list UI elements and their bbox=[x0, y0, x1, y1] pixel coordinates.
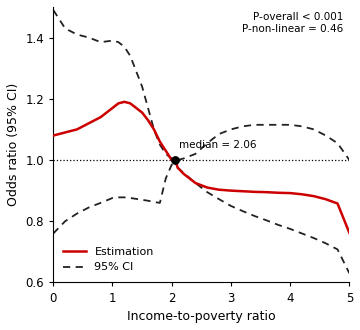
95% CI bbox=[312, 127, 316, 131]
Estimation bbox=[116, 101, 121, 105]
95% CI bbox=[193, 152, 198, 156]
Estimation bbox=[205, 185, 210, 189]
95% CI bbox=[181, 156, 186, 160]
Estimation bbox=[324, 197, 328, 201]
95% CI bbox=[300, 124, 304, 128]
Estimation bbox=[122, 100, 126, 104]
Estimation bbox=[193, 181, 198, 185]
95% CI bbox=[252, 123, 257, 127]
Estimation bbox=[63, 130, 67, 134]
Estimation bbox=[312, 194, 316, 198]
95% CI bbox=[75, 33, 79, 37]
Estimation bbox=[75, 127, 79, 131]
Estimation bbox=[181, 172, 186, 176]
Estimation bbox=[170, 158, 174, 162]
Estimation bbox=[128, 101, 132, 105]
Estimation bbox=[240, 189, 245, 193]
95% CI bbox=[128, 54, 132, 58]
Estimation bbox=[146, 118, 150, 122]
95% CI bbox=[175, 158, 180, 162]
95% CI bbox=[217, 132, 221, 136]
Estimation bbox=[300, 192, 304, 196]
Legend: Estimation, 95% CI: Estimation, 95% CI bbox=[59, 243, 158, 277]
Line: 95% CI: 95% CI bbox=[53, 10, 349, 160]
95% CI bbox=[87, 36, 91, 40]
95% CI bbox=[347, 158, 351, 162]
95% CI bbox=[324, 134, 328, 138]
95% CI bbox=[122, 45, 126, 49]
95% CI bbox=[205, 141, 210, 145]
Estimation bbox=[173, 158, 177, 162]
Estimation bbox=[276, 191, 280, 195]
Estimation bbox=[336, 202, 340, 206]
95% CI bbox=[110, 39, 114, 43]
Estimation bbox=[134, 106, 138, 110]
95% CI bbox=[158, 143, 162, 147]
Estimation bbox=[140, 111, 144, 115]
Text: median = 2.06: median = 2.06 bbox=[179, 140, 257, 150]
95% CI bbox=[288, 123, 292, 127]
95% CI bbox=[152, 127, 156, 131]
95% CI bbox=[229, 127, 233, 131]
95% CI bbox=[140, 84, 144, 88]
Estimation bbox=[264, 190, 269, 194]
95% CI bbox=[134, 69, 138, 73]
95% CI bbox=[51, 8, 55, 12]
Estimation bbox=[288, 191, 292, 195]
Estimation bbox=[158, 140, 162, 144]
Estimation bbox=[229, 189, 233, 193]
95% CI bbox=[99, 40, 103, 44]
Estimation bbox=[252, 190, 257, 194]
Estimation bbox=[110, 106, 114, 110]
Line: Estimation: Estimation bbox=[53, 102, 349, 233]
Point bbox=[172, 157, 178, 163]
95% CI bbox=[276, 123, 280, 127]
95% CI bbox=[240, 124, 245, 128]
Estimation bbox=[152, 127, 156, 131]
95% CI bbox=[264, 123, 269, 127]
Estimation bbox=[175, 166, 180, 170]
Text: P-overall < 0.001
P-non-linear = 0.46: P-overall < 0.001 P-non-linear = 0.46 bbox=[242, 13, 343, 34]
95% CI bbox=[164, 152, 168, 156]
95% CI bbox=[116, 40, 121, 44]
95% CI bbox=[146, 106, 150, 110]
95% CI bbox=[170, 156, 174, 160]
Estimation bbox=[87, 121, 91, 125]
Estimation bbox=[347, 231, 351, 235]
Estimation bbox=[51, 134, 55, 138]
Y-axis label: Odds ratio (95% CI): Odds ratio (95% CI) bbox=[7, 83, 20, 206]
Estimation bbox=[164, 149, 168, 153]
95% CI bbox=[336, 141, 340, 145]
Estimation bbox=[217, 188, 221, 192]
X-axis label: Income-to-poverty ratio: Income-to-poverty ratio bbox=[127, 310, 276, 323]
95% CI bbox=[63, 26, 67, 30]
Estimation bbox=[99, 115, 103, 119]
